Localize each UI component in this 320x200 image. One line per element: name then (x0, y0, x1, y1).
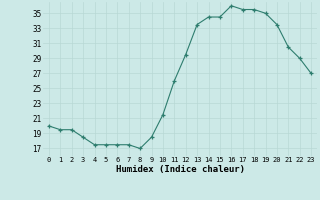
X-axis label: Humidex (Indice chaleur): Humidex (Indice chaleur) (116, 165, 244, 174)
